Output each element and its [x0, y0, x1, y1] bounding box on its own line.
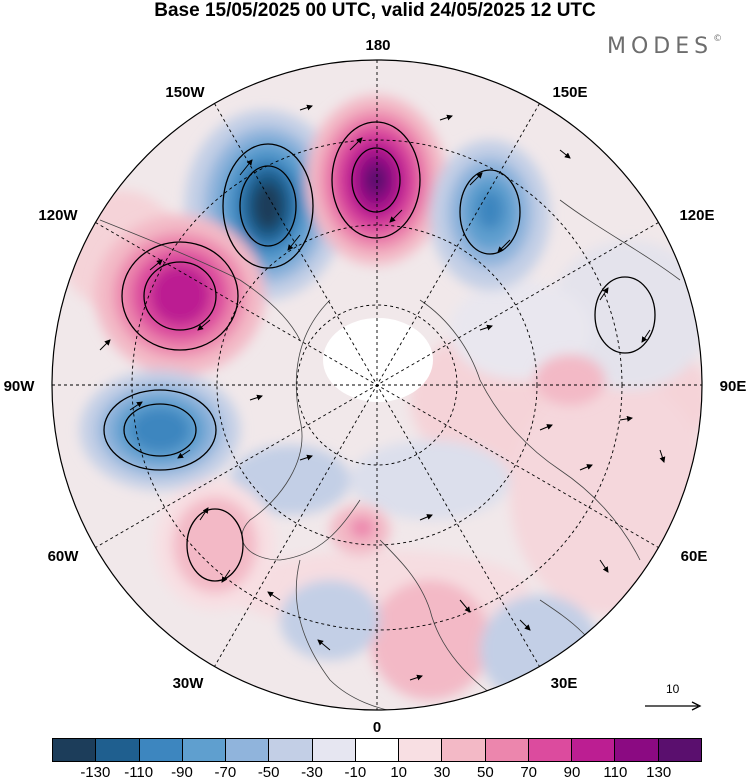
lon-label-60e: 60E	[681, 548, 708, 565]
anomaly-region	[510, 375, 702, 615]
colorbar-segment	[226, 739, 270, 761]
polar-map: 180 150E 120E 90E 60E 30E 0 30W 60W 90W …	[4, 37, 747, 735]
anomaly-region	[370, 580, 490, 700]
logo-mark: ©	[713, 34, 723, 44]
lon-label-120e: 120E	[679, 207, 714, 224]
anomaly-region	[450, 280, 590, 380]
colorbar-tick-label: 70	[520, 764, 537, 781]
lon-label-150e: 150E	[552, 84, 587, 101]
colorbar-tick-label: 30	[433, 764, 451, 781]
colorbar-tick-label: 50	[476, 764, 494, 781]
colorbar-tick-label: 10	[390, 764, 407, 781]
longitude-labels: 180 150E 120E 90E 60E 30E 0 30W 60W 90W …	[4, 37, 747, 735]
colorbar-segment	[182, 739, 227, 761]
colorbar-segment	[399, 739, 443, 761]
colorbar-segment	[139, 739, 183, 761]
wind-vectors	[99, 104, 666, 681]
colorbar-segment	[269, 739, 313, 761]
colorbar-segment	[485, 739, 529, 761]
reference-vector-value: 10	[666, 682, 680, 696]
colorbar-tick-label: -90	[171, 764, 193, 781]
colorbar-tick-label: -10	[344, 764, 367, 781]
logo-text: MODES	[607, 34, 714, 59]
colorbar-segment	[53, 739, 97, 761]
colorbar-tick-label: -70	[214, 764, 237, 781]
colorbar	[52, 738, 702, 762]
reference-vector: 10	[640, 682, 710, 722]
graticule	[52, 60, 702, 710]
lon-label-60w: 60W	[48, 548, 80, 565]
lon-label-150w: 150W	[165, 84, 205, 101]
colorbar-segment	[572, 739, 616, 761]
colorbar-segment	[442, 739, 486, 761]
lon-label-0: 0	[373, 719, 381, 735]
lon-label-30w: 30W	[173, 675, 205, 692]
coastlines	[99, 199, 681, 710]
colorbar-segment	[355, 739, 400, 761]
colorbar-tick-label: 90	[563, 764, 581, 781]
lon-label-90w: 90W	[4, 378, 36, 395]
colorbar-tick-label: -130	[80, 764, 111, 781]
anomaly-region	[480, 595, 600, 705]
high-anomaly-90e	[535, 355, 605, 405]
streamlines	[103, 121, 656, 582]
anomaly-region	[550, 240, 702, 390]
reference-arrow-icon	[645, 701, 702, 711]
map-boundary	[51, 59, 703, 711]
map-title: Base 15/05/2025 00 UTC, valid 24/05/2025…	[154, 0, 596, 21]
anomaly-region	[280, 580, 380, 660]
colorbar-tick-label: 110	[603, 764, 628, 781]
lon-label-120w: 120W	[38, 207, 78, 224]
colorbar-segment	[658, 739, 701, 761]
anomaly-region	[350, 440, 510, 520]
lon-label-180: 180	[365, 37, 390, 54]
colorbar-labels: -130 -110 -90 -70 -50 -30 -10 10 30 50 70 90 110 130	[52, 764, 702, 782]
colorbar-tick-label: -50	[257, 764, 280, 781]
map-disc	[52, 60, 702, 710]
colorbar-tick-label: -30	[301, 764, 323, 781]
lon-label-30e: 30E	[551, 675, 578, 692]
colorbar-tick-label: 130	[646, 764, 672, 781]
lon-label-90e: 90E	[720, 378, 747, 395]
colorbar-segment	[528, 739, 573, 761]
modes-logo: MODES©	[607, 34, 722, 59]
colorbar-segment	[312, 739, 356, 761]
colorbar-tick-label: -110	[124, 764, 154, 781]
polar-cap	[323, 318, 433, 402]
anomaly-region	[230, 445, 350, 515]
colorbar-segment	[615, 739, 659, 761]
anomaly-centers	[80, 95, 605, 610]
colorbar-segment	[96, 739, 140, 761]
